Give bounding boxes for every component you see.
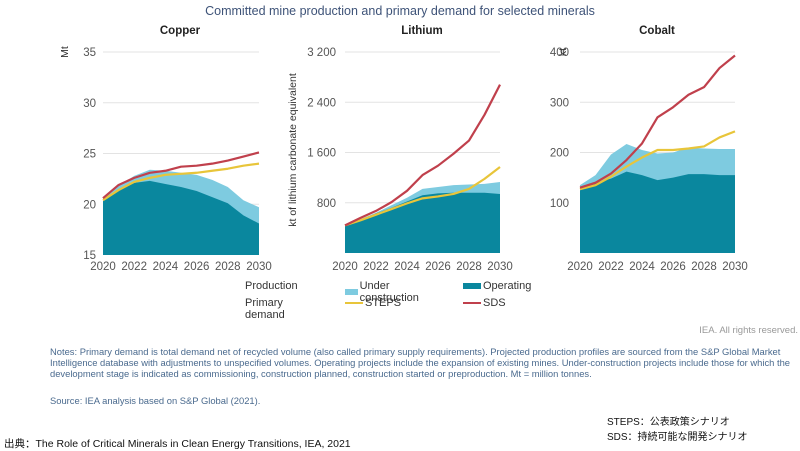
lithium-ytick-label: 2 400	[307, 97, 336, 109]
lithium-xtick-label: 2026	[425, 261, 451, 273]
lithium-ytick-label: 1 600	[307, 148, 336, 160]
copper-xtick-label: 2026	[184, 261, 210, 273]
cobalt-xtick-label: 2020	[567, 261, 593, 273]
lithium-xtick-label: 2028	[456, 261, 482, 273]
copper-steps-line	[102, 162, 260, 202]
panel-title-lithium: Lithium	[401, 25, 443, 37]
panel-title-copper: Copper	[159, 25, 201, 37]
legend-item-sds: SDS	[463, 297, 506, 309]
copper-y-axis-title: Mt	[59, 46, 71, 58]
operating-swatch	[463, 283, 481, 289]
copper-ytick-label: 30	[83, 98, 96, 110]
legend-steps-label: STEPS	[365, 297, 402, 309]
notes-text: Notes: Primary demand is total demand ne…	[50, 346, 790, 380]
legend-sds-label: SDS	[483, 297, 506, 309]
main-title: Committed mine production and primary de…	[205, 4, 595, 18]
copper-xtick-label: 2020	[90, 261, 116, 273]
charts-canvas: 15 20 25 30 35 2020 2022 2024 2026 2028 2030 Mt 800 1…	[59, 46, 748, 273]
under-construction-swatch	[345, 289, 358, 295]
copper-xtick-label: 2024	[153, 261, 179, 273]
cobalt-y-axis-title: kt	[557, 48, 569, 56]
lithium-ytick-label: 3 200	[307, 47, 336, 59]
lithium-xtick-label: 2020	[332, 261, 358, 273]
cobalt-xtick-label: 2030	[722, 261, 748, 273]
cobalt-ytick-label: 100	[550, 198, 569, 210]
copper-ytick-label: 35	[83, 47, 96, 59]
copper-xtick-label: 2028	[215, 261, 241, 273]
cobalt-xtick-label: 2024	[629, 261, 655, 273]
source-text: Source: IEA analysis based on S&P Global…	[50, 395, 261, 406]
copper-ytick-label: 25	[83, 149, 96, 161]
steps-swatch	[345, 302, 363, 304]
rights-notice: IEA. All rights reserved.	[699, 325, 798, 336]
legend-item-under-construction: Under construction	[345, 280, 424, 304]
lithium-xtick-label: 2024	[394, 261, 420, 273]
jp-sds-definition: SDS：持続可能な開発シナリオ	[607, 432, 748, 443]
copper-ytick-label: 20	[83, 199, 96, 211]
lithium-y-axis-title: kt of lithium carbonate equivalent	[287, 73, 299, 227]
legend-under-construction-label: Under construction	[359, 280, 419, 304]
cobalt-xtick-label: 2028	[691, 261, 717, 273]
cobalt-xtick-label: 2026	[660, 261, 686, 273]
lithium-operating-area	[345, 192, 500, 253]
legend-item-operating: Operating	[463, 280, 531, 292]
legend-operating-label: Operating	[483, 280, 532, 292]
lithium-xtick-label: 2022	[363, 261, 389, 273]
panel-title-cobalt: Cobalt	[639, 25, 675, 37]
copper-xtick-label: 2022	[121, 261, 147, 273]
sds-swatch	[463, 302, 481, 304]
copper-operating-area	[103, 180, 259, 255]
lithium-sds-line	[344, 84, 501, 227]
cobalt-operating-area	[580, 171, 735, 253]
lithium-ytick-label: 800	[317, 198, 336, 210]
lithium-steps-line	[344, 166, 501, 227]
lithium-xtick-label: 2030	[487, 261, 513, 273]
cobalt-steps-line	[579, 130, 736, 191]
cobalt-xtick-label: 2022	[598, 261, 624, 273]
jp-steps-definition: STEPS：公表政策シナリオ	[607, 417, 730, 428]
cobalt-ytick-label: 300	[550, 97, 569, 109]
legend-production-label: Production	[245, 280, 298, 292]
cobalt-ytick-label: 400	[550, 47, 569, 59]
copper-sds-line	[102, 151, 260, 199]
copper-xtick-label: 2030	[246, 261, 272, 273]
citation: 出典：The Role of Critical Minerals in Clea…	[4, 438, 351, 450]
jp-scenario-legend: STEPS：公表政策シナリオ SDS：持続可能な開発シナリオ	[607, 415, 748, 445]
legend-demand-label: Primary demand	[245, 297, 285, 321]
copper-ytick-label: 15	[83, 250, 96, 262]
legend-item-steps: STEPS	[345, 297, 401, 309]
cobalt-sds-line	[579, 54, 736, 189]
cobalt-ytick-label: 200	[550, 148, 569, 160]
